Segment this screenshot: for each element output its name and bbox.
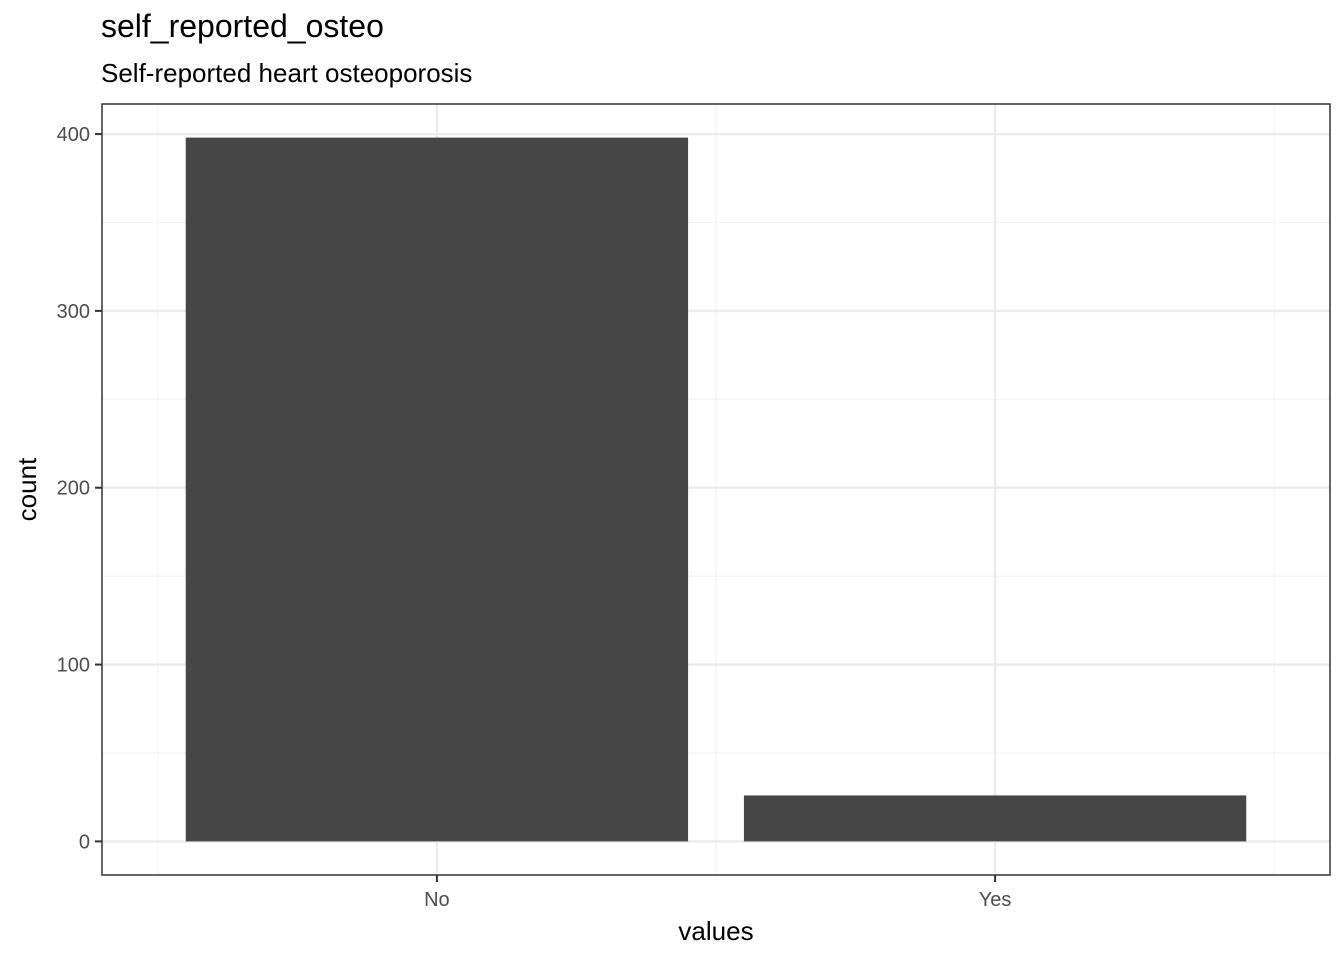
y-tick-label: 200: [57, 478, 90, 500]
y-tick-label: 300: [57, 301, 90, 323]
y-tick-label: 0: [79, 831, 90, 853]
panel-border: [101, 103, 1331, 876]
x-axis: No Yes: [424, 875, 1011, 911]
chart-subtitle: Self-reported heart osteoporosis: [101, 58, 473, 88]
x-tick-label: No: [424, 889, 450, 911]
x-tick-label: Yes: [979, 889, 1012, 911]
x-axis-title: values: [678, 916, 753, 946]
y-tick-label: 100: [57, 655, 90, 677]
y-axis: 0 100 200 300 400: [57, 124, 102, 853]
chart-title: self_reported_osteo: [101, 8, 384, 44]
bars: [185, 137, 1247, 842]
y-tick-label: 400: [57, 124, 90, 146]
bar-no: [185, 137, 689, 842]
y-axis-title: count: [12, 457, 42, 521]
bar-yes: [743, 795, 1247, 842]
